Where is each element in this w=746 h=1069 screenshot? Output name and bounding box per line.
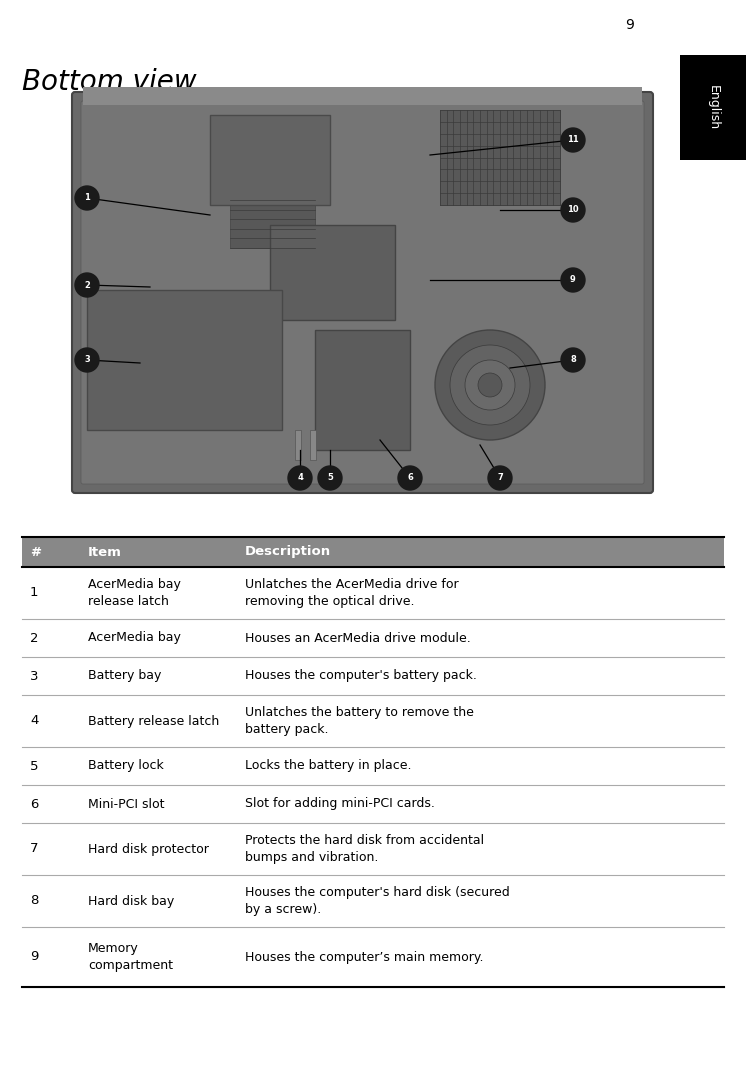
Text: Locks the battery in place.: Locks the battery in place. (245, 759, 412, 773)
Text: Houses the computer's hard disk (secured
by a screw).: Houses the computer's hard disk (secured… (245, 886, 510, 916)
Circle shape (465, 360, 515, 410)
Circle shape (450, 345, 530, 425)
FancyBboxPatch shape (72, 92, 653, 493)
Bar (295, 430, 301, 460)
FancyBboxPatch shape (81, 100, 644, 484)
Text: 7: 7 (497, 474, 503, 482)
Text: AcerMedia bay: AcerMedia bay (88, 632, 181, 645)
Text: 5: 5 (327, 474, 333, 482)
Bar (83, 87, 642, 105)
Circle shape (435, 330, 545, 440)
Text: 5: 5 (30, 759, 39, 773)
Text: 11: 11 (567, 136, 579, 144)
Circle shape (478, 373, 502, 397)
Text: 3: 3 (84, 356, 90, 365)
Text: English: English (706, 86, 719, 130)
Circle shape (561, 348, 585, 372)
Text: 2: 2 (30, 632, 39, 645)
Text: 1: 1 (84, 193, 90, 202)
Text: Houses the computer's battery pack.: Houses the computer's battery pack. (245, 669, 477, 682)
Circle shape (318, 466, 342, 490)
Text: 10: 10 (567, 205, 579, 215)
Text: 4: 4 (297, 474, 303, 482)
Bar (440, 110, 560, 205)
Text: Bottom view: Bottom view (22, 68, 197, 96)
Text: 4: 4 (30, 714, 38, 728)
Circle shape (398, 466, 422, 490)
Text: 9: 9 (570, 276, 576, 284)
Circle shape (488, 466, 512, 490)
Text: Hard disk bay: Hard disk bay (88, 895, 175, 908)
Text: Unlatches the battery to remove the
battery pack.: Unlatches the battery to remove the batt… (245, 706, 474, 735)
Bar (87, 290, 282, 430)
Text: 6: 6 (30, 797, 38, 810)
Bar (210, 115, 330, 205)
Bar (310, 430, 316, 460)
Text: Unlatches the AcerMedia drive for
removing the optical drive.: Unlatches the AcerMedia drive for removi… (245, 578, 459, 608)
Text: Houses an AcerMedia drive module.: Houses an AcerMedia drive module. (245, 632, 471, 645)
Text: Battery release latch: Battery release latch (88, 714, 219, 728)
Circle shape (561, 128, 585, 152)
Circle shape (288, 466, 312, 490)
Text: Protects the hard disk from accidental
bumps and vibration.: Protects the hard disk from accidental b… (245, 834, 484, 864)
Text: Item: Item (88, 545, 122, 558)
Text: Battery bay: Battery bay (88, 669, 161, 682)
Text: Memory
compartment: Memory compartment (88, 942, 173, 972)
Text: #: # (30, 545, 41, 558)
Circle shape (561, 268, 585, 292)
Circle shape (561, 198, 585, 222)
Circle shape (75, 348, 99, 372)
Text: Hard disk protector: Hard disk protector (88, 842, 209, 855)
Text: Slot for adding mini-PCI cards.: Slot for adding mini-PCI cards. (245, 797, 435, 810)
Text: 1: 1 (30, 587, 39, 600)
Text: AcerMedia bay
release latch: AcerMedia bay release latch (88, 578, 181, 608)
Text: 7: 7 (30, 842, 39, 855)
Text: 6: 6 (407, 474, 413, 482)
Text: 8: 8 (570, 356, 576, 365)
Circle shape (75, 186, 99, 210)
Text: 3: 3 (30, 669, 39, 682)
Text: 9: 9 (626, 18, 634, 32)
Circle shape (75, 273, 99, 297)
Bar (315, 330, 410, 450)
Text: Mini-PCI slot: Mini-PCI slot (88, 797, 165, 810)
Text: Description: Description (245, 545, 331, 558)
Bar (22, 537, 724, 567)
Text: 2: 2 (84, 280, 90, 290)
Text: 8: 8 (30, 895, 38, 908)
Bar (270, 224, 395, 320)
Bar (230, 200, 315, 248)
Text: Battery lock: Battery lock (88, 759, 164, 773)
Text: Houses the computer’s main memory.: Houses the computer’s main memory. (245, 950, 483, 963)
Text: 9: 9 (30, 950, 38, 963)
Bar (680, 55, 746, 160)
